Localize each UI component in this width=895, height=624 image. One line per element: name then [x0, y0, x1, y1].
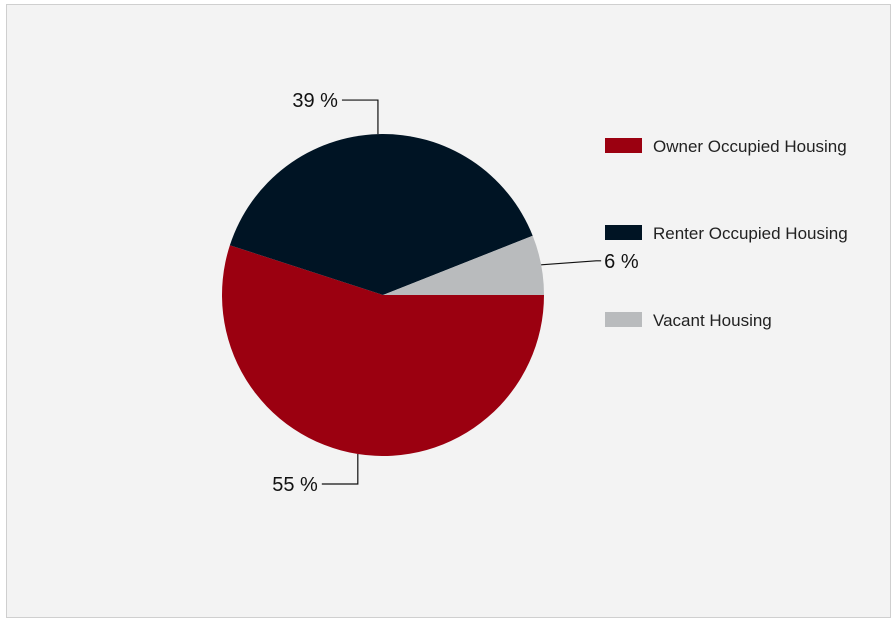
slice-vacant [383, 235, 544, 295]
legend-swatch [605, 312, 642, 327]
legend-label: Owner Occupied Housing [653, 137, 847, 156]
legend-item-owner-occupied: Owner Occupied Housing [605, 137, 847, 156]
pie-slices [221, 133, 545, 457]
slice-labels: 55 % 39 % 6 % [272, 90, 639, 496]
slice-owner-occupied [221, 245, 545, 457]
label-renter-occupied: 39 % [292, 90, 338, 112]
legend-swatch [605, 138, 642, 153]
leader-lines [321, 99, 602, 485]
legend-label: Vacant Housing [653, 311, 772, 330]
leader-vacant [541, 260, 602, 266]
label-owner-occupied: 55 % [272, 474, 318, 496]
legend-label: Renter Occupied Housing [653, 224, 848, 243]
legend-item-renter-occupied: Renter Occupied Housing [605, 224, 848, 243]
leader-owner-occupied [321, 454, 359, 485]
legend: Owner Occupied Housing Renter Occupied Ho… [605, 137, 848, 330]
legend-swatch [605, 225, 642, 240]
slice-renter-occupied [229, 133, 533, 295]
legend-item-vacant: Vacant Housing [605, 311, 772, 330]
leader-renter-occupied [341, 99, 379, 135]
label-vacant: 6 % [604, 251, 639, 273]
